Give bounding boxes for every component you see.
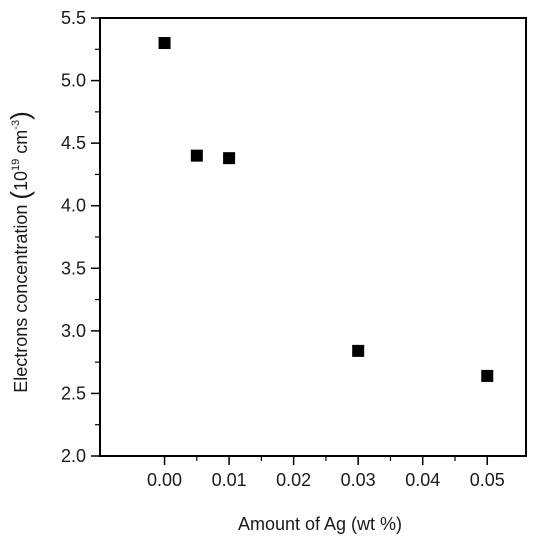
y-axis-label-unit-exp: 19: [10, 159, 22, 171]
y-axis-label-close-paren: ): [5, 111, 35, 120]
data-point: [481, 369, 494, 382]
y-tick-label: 5.5: [61, 8, 86, 28]
data-point: [158, 37, 171, 50]
x-tick-label: 0.03: [341, 470, 376, 490]
data-point: [190, 149, 203, 162]
y-tick-label: 5.0: [61, 71, 86, 91]
plot-frame: [99, 17, 527, 457]
data-point: [352, 344, 365, 357]
y-tick-label: 2.5: [61, 383, 86, 403]
y-axis-label-unit-cm: cm: [11, 130, 31, 159]
y-tick-label: 2.0: [61, 446, 86, 466]
y-axis-label-open-paren: (: [5, 191, 35, 200]
y-axis-label: Electrons concentration (1019 cm-3): [5, 111, 35, 393]
x-tick-label: 0.00: [147, 470, 182, 490]
x-tick-label: 0.01: [212, 470, 247, 490]
x-tick-label: 0.02: [276, 470, 311, 490]
y-tick-label: 4.5: [61, 133, 86, 153]
y-axis-label-unit-base: 10: [11, 171, 31, 191]
axis-ticks: 0.00 0.01 0.02 0.03 0.04 0.05 2.0 2.5 3.0 3.5 4.0 4…: [61, 8, 505, 490]
y-tick-label: 3.0: [61, 321, 86, 341]
x-axis-label: Amount of Ag (wt %): [238, 514, 402, 534]
data-points: [158, 37, 494, 382]
y-tick-label: 3.5: [61, 258, 86, 278]
x-tick-label: 0.04: [405, 470, 440, 490]
x-tick-label: 0.05: [470, 470, 505, 490]
data-point: [223, 152, 236, 165]
y-axis-label-unit-exp2: -3: [10, 120, 22, 130]
y-axis-label-main: Electrons concentration: [11, 200, 31, 393]
y-tick-label: 4.0: [61, 196, 86, 216]
